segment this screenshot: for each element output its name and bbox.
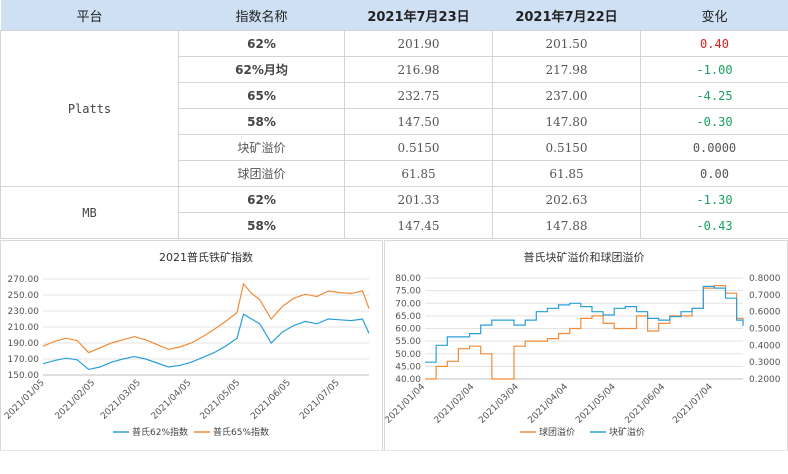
value-date2-cell: 202.63 bbox=[493, 187, 641, 213]
index-name-cell: 球团溢价 bbox=[179, 161, 345, 187]
y-tick-label: 45.00 bbox=[395, 362, 421, 372]
y2-tick-label: 0.3000 bbox=[749, 358, 781, 368]
table-bottom-area bbox=[0, 450, 788, 474]
index-name-cell: 58% bbox=[179, 213, 345, 239]
y-tick-label: 150.00 bbox=[8, 371, 40, 381]
x-tick-label: 2021/02/04 bbox=[433, 382, 477, 426]
value-date2-cell: 147.88 bbox=[493, 213, 641, 239]
y-tick-label: 270.00 bbox=[8, 275, 40, 285]
y-tick-label: 65.00 bbox=[395, 312, 421, 322]
header-index-name: 指数名称 bbox=[179, 0, 345, 31]
value-date1-cell: 0.5150 bbox=[345, 135, 493, 161]
premium-chart: 普氏块矿溢价和球团溢价 80.00 75.00 70.00 65.00 60.00 55.0… bbox=[384, 240, 788, 451]
legend-label: 普氏65%指数 bbox=[213, 426, 269, 438]
change-cell: -0.43 bbox=[641, 213, 788, 239]
series-line-1 bbox=[43, 284, 369, 353]
index-name-cell: 62% bbox=[179, 31, 345, 57]
y-tick-label: 50.00 bbox=[395, 350, 421, 360]
value-date1-cell: 147.50 bbox=[345, 109, 493, 135]
series-line-1 bbox=[425, 286, 743, 362]
y2-tick-label: 0.7000 bbox=[749, 291, 781, 301]
index-name-cell: 62% bbox=[179, 187, 345, 213]
legend-label: 块矿溢价 bbox=[609, 426, 645, 438]
x-tick-label: 2021/03/04 bbox=[477, 382, 521, 426]
change-cell: -1.00 bbox=[641, 57, 788, 83]
platform-cell: Platts bbox=[1, 31, 179, 187]
y-tick-label: 80.00 bbox=[395, 274, 421, 284]
x-tick-label: 2021/07/04 bbox=[671, 382, 715, 426]
change-cell: -1.30 bbox=[641, 187, 788, 213]
header-date-2: 2021年7月22日 bbox=[493, 0, 641, 31]
legend-label: 球团溢价 bbox=[539, 426, 575, 438]
header-platform: 平台 bbox=[1, 0, 179, 31]
x-tick-label: 2021/07/05 bbox=[298, 378, 342, 422]
index-name-cell: 62%月均 bbox=[179, 57, 345, 83]
value-date2-cell: 147.80 bbox=[493, 109, 641, 135]
series-line-0 bbox=[43, 314, 369, 369]
value-date1-cell: 147.45 bbox=[345, 213, 493, 239]
series-line-0 bbox=[425, 286, 743, 379]
y-tick-label: 170.00 bbox=[8, 355, 40, 365]
value-date1-cell: 216.98 bbox=[345, 57, 493, 83]
y-tick-label: 70.00 bbox=[395, 299, 421, 309]
header-change: 变化 bbox=[641, 0, 788, 31]
x-tick-label: 2021/05/05 bbox=[199, 378, 243, 422]
change-cell: 0.40 bbox=[641, 31, 788, 57]
value-date1-cell: 61.85 bbox=[345, 161, 493, 187]
x-tick-label: 2021/04/05 bbox=[150, 378, 194, 422]
index-name-cell: 块矿溢价 bbox=[179, 135, 345, 161]
y-tick-label: 75.00 bbox=[395, 287, 421, 297]
index-name-cell: 65% bbox=[179, 83, 345, 109]
x-tick-label: 2021/04/04 bbox=[526, 382, 570, 426]
y-tick-label: 250.00 bbox=[8, 291, 40, 301]
value-date2-cell: 61.85 bbox=[493, 161, 641, 187]
y2-tick-label: 0.4000 bbox=[749, 341, 781, 351]
y-tick-label: 210.00 bbox=[8, 323, 40, 333]
table-header-row: 平台 指数名称 2021年7月23日 2021年7月22日 变化 bbox=[1, 0, 788, 31]
y2-tick-label: 0.5000 bbox=[749, 325, 781, 335]
x-tick-label: 2021/05/04 bbox=[574, 382, 618, 426]
x-tick-label: 2021/01/05 bbox=[3, 378, 47, 422]
x-tick-label: 2021/01/04 bbox=[385, 382, 427, 426]
x-tick-label: 2021/03/05 bbox=[99, 378, 143, 422]
change-cell: 0.0000 bbox=[641, 135, 788, 161]
value-date1-cell: 201.90 bbox=[345, 31, 493, 57]
x-tick-label: 2021/02/05 bbox=[54, 378, 98, 422]
value-date2-cell: 237.00 bbox=[493, 83, 641, 109]
iron-ore-index-chart: 2021普氏铁矿指数 270.00 250.00 230.00 210.00 190.00… bbox=[0, 240, 383, 451]
y2-tick-label: 0.6000 bbox=[749, 308, 781, 318]
y2-tick-label: 0.2000 bbox=[749, 375, 781, 385]
change-cell: -0.30 bbox=[641, 109, 788, 135]
y-tick-label: 190.00 bbox=[8, 339, 40, 349]
y-tick-label: 55.00 bbox=[395, 337, 421, 347]
value-date1-cell: 201.33 bbox=[345, 187, 493, 213]
y-tick-label: 230.00 bbox=[8, 307, 40, 317]
change-cell: 0.00 bbox=[641, 161, 788, 187]
platform-cell: MB bbox=[1, 187, 179, 239]
header-date-1: 2021年7月23日 bbox=[345, 0, 493, 31]
value-date2-cell: 0.5150 bbox=[493, 135, 641, 161]
legend-label: 普氏62%指数 bbox=[132, 426, 188, 438]
y2-tick-label: 0.8000 bbox=[749, 274, 781, 284]
index-name-cell: 58% bbox=[179, 109, 345, 135]
chart-title: 普氏块矿溢价和球团溢价 bbox=[524, 250, 645, 264]
value-date1-cell: 232.75 bbox=[345, 83, 493, 109]
chart-title: 2021普氏铁矿指数 bbox=[159, 250, 253, 264]
y-tick-label: 60.00 bbox=[395, 325, 421, 335]
value-date2-cell: 217.98 bbox=[493, 57, 641, 83]
change-cell: -4.25 bbox=[641, 83, 788, 109]
x-tick-label: 2021/06/04 bbox=[623, 382, 667, 426]
x-tick-label: 2021/06/05 bbox=[249, 378, 293, 422]
value-date2-cell: 201.50 bbox=[493, 31, 641, 57]
